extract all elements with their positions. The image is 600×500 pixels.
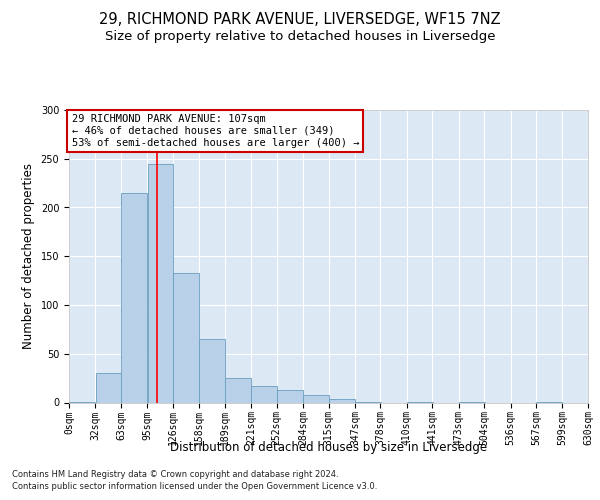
Text: Size of property relative to detached houses in Liversedge: Size of property relative to detached ho… [105,30,495,43]
Text: 29, RICHMOND PARK AVENUE, LIVERSEDGE, WF15 7NZ: 29, RICHMOND PARK AVENUE, LIVERSEDGE, WF… [99,12,501,28]
Bar [95,373,121,402]
Bar [173,273,199,402]
Bar [199,339,225,402]
Bar [148,164,173,402]
Text: Contains HM Land Registry data © Crown copyright and database right 2024.: Contains HM Land Registry data © Crown c… [12,470,338,479]
Text: Distribution of detached houses by size in Liversedge: Distribution of detached houses by size … [170,441,487,454]
Text: Contains public sector information licensed under the Open Government Licence v3: Contains public sector information licen… [12,482,377,491]
Bar [277,390,302,402]
Bar [329,398,355,402]
Bar [225,378,251,402]
Y-axis label: Number of detached properties: Number of detached properties [22,163,35,349]
Text: 29 RICHMOND PARK AVENUE: 107sqm
← 46% of detached houses are smaller (349)
53% o: 29 RICHMOND PARK AVENUE: 107sqm ← 46% of… [71,114,359,148]
Bar [303,394,329,402]
Bar [121,193,147,402]
Bar [251,386,277,402]
